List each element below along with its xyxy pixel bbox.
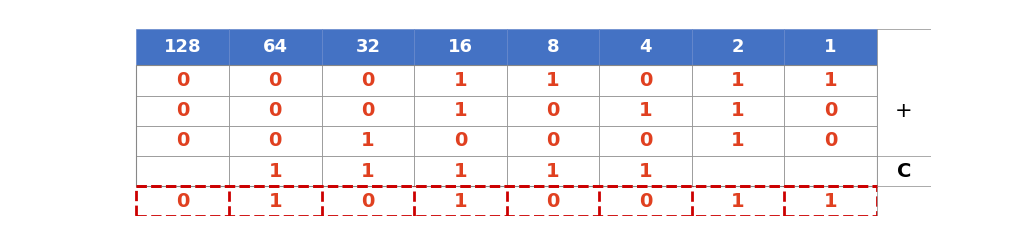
Bar [322,65,415,95]
Text: 0: 0 [269,71,282,90]
Bar [136,126,229,156]
Bar [136,95,229,126]
Bar [507,126,600,156]
Text: 0: 0 [361,71,374,90]
Text: 1: 1 [639,162,652,181]
Bar [322,95,415,126]
Text: 0: 0 [361,101,374,120]
Bar [785,186,877,216]
Bar [415,156,507,186]
Text: 8: 8 [547,38,559,56]
Text: 1: 1 [361,131,374,150]
Bar [507,65,600,95]
Bar [600,156,692,186]
Bar [136,186,877,216]
Text: 1: 1 [454,192,467,211]
Text: 2: 2 [732,38,744,56]
Bar [785,65,877,95]
Text: 1: 1 [639,101,652,120]
Text: 0: 0 [176,131,189,150]
Bar [877,29,931,216]
Text: 32: 32 [356,38,381,56]
Bar [229,186,322,216]
Text: 1: 1 [454,71,467,90]
Bar [415,186,507,216]
Text: 1: 1 [731,71,744,90]
Bar [415,29,507,65]
Text: 1: 1 [824,71,838,90]
Bar [229,65,322,95]
Bar [692,95,785,126]
Bar [229,29,322,65]
Text: 0: 0 [546,101,559,120]
Text: 4: 4 [639,38,651,56]
Bar [692,126,785,156]
Text: 0: 0 [176,71,189,90]
Text: 1: 1 [731,131,744,150]
Bar [692,65,785,95]
Bar [136,186,229,216]
Bar [692,29,785,65]
Text: +: + [895,101,913,121]
Bar [415,65,507,95]
Text: 0: 0 [639,71,652,90]
Text: 1: 1 [546,162,559,181]
Bar [785,95,877,126]
Bar [136,29,229,65]
Text: 1: 1 [824,38,837,56]
Text: 0: 0 [546,131,559,150]
Text: 1: 1 [269,192,282,211]
Text: 0: 0 [454,131,467,150]
Bar [322,29,415,65]
Text: 0: 0 [639,192,652,211]
Bar [322,156,415,186]
Text: 1: 1 [546,71,559,90]
Text: 1: 1 [731,192,744,211]
Text: 64: 64 [263,38,287,56]
Bar [136,156,229,186]
Text: 1: 1 [824,192,838,211]
Bar [322,186,415,216]
Text: 16: 16 [448,38,473,56]
Text: 1: 1 [731,101,744,120]
Bar [692,186,785,216]
Bar [600,29,692,65]
Bar [507,29,600,65]
Bar [415,126,507,156]
Bar [692,156,785,186]
Bar [229,95,322,126]
Text: 0: 0 [176,101,189,120]
Text: 0: 0 [176,192,189,211]
Bar [229,126,322,156]
Bar [600,186,692,216]
Bar [507,156,600,186]
Text: 0: 0 [824,101,838,120]
Text: 0: 0 [269,101,282,120]
Text: C: C [896,162,911,181]
Bar [136,65,229,95]
Bar [229,156,322,186]
Bar [600,65,692,95]
Bar [600,126,692,156]
Text: 0: 0 [546,192,559,211]
Bar [600,95,692,126]
Text: 1: 1 [269,162,282,181]
Bar [785,29,877,65]
Bar [785,156,877,186]
Bar [136,65,877,186]
Bar [507,186,600,216]
Bar [785,126,877,156]
Text: 1: 1 [454,162,467,181]
Text: 0: 0 [824,131,838,150]
Text: 0: 0 [269,131,282,150]
Text: 1: 1 [454,101,467,120]
Bar [322,126,415,156]
Text: 0: 0 [361,192,374,211]
Bar [415,95,507,126]
Text: 128: 128 [164,38,202,56]
Text: 1: 1 [361,162,374,181]
Bar [507,95,600,126]
Text: 0: 0 [639,131,652,150]
